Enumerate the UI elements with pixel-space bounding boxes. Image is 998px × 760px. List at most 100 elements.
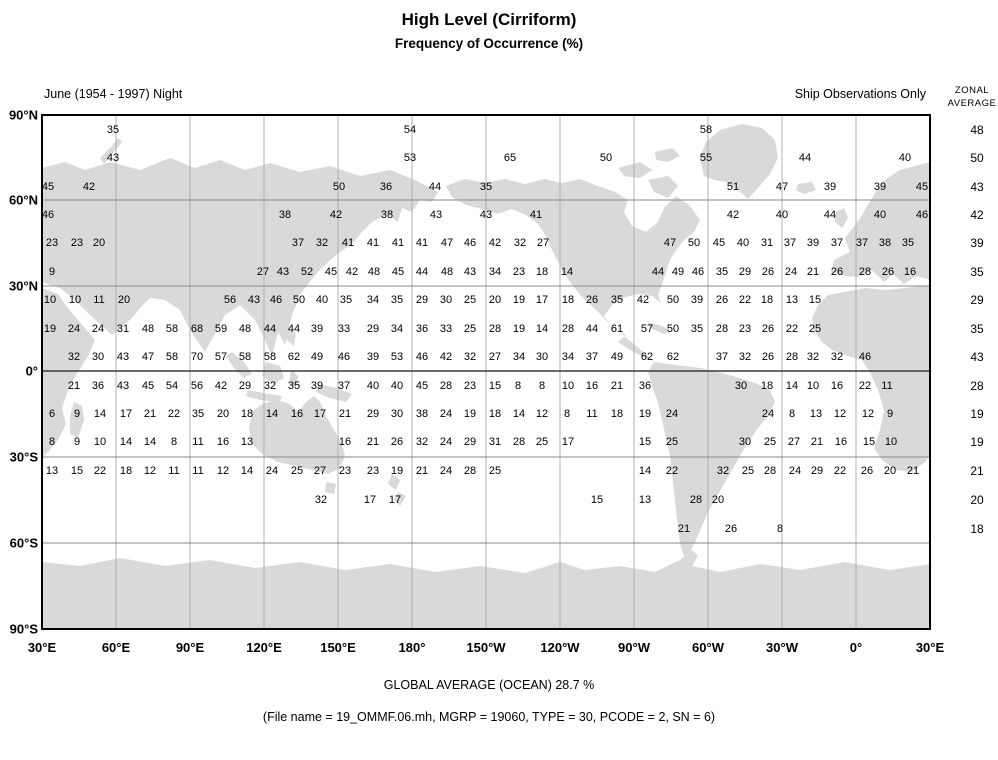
cell-value-35N: 26: [881, 266, 895, 278]
cell-value-25N: 18: [561, 294, 575, 306]
cell-value-5S: 21: [67, 380, 81, 392]
cell-value-35S: 11: [168, 465, 180, 477]
cell-value-25N: 13: [785, 294, 799, 306]
x-tick-label: 30°W: [766, 640, 798, 655]
cell-value-25S: 11: [192, 436, 204, 448]
y-tick-label: 60°S: [9, 535, 38, 551]
plot-border: [41, 114, 931, 630]
cell-value-15S: 29: [366, 408, 380, 420]
cell-value-15S: 8: [563, 408, 571, 420]
continent-africa-west: [812, 285, 930, 472]
cell-value-5N: 34: [561, 351, 575, 363]
cell-value-35N: 26: [761, 266, 775, 278]
chart-subtitle: Frequency of Occurrence (%): [394, 36, 584, 51]
cell-value-5N: 46: [415, 351, 429, 363]
cell-value-35S: 15: [70, 465, 84, 477]
cell-value-75N: 65: [503, 152, 517, 164]
chart-title: High Level (Cirriform): [401, 10, 577, 29]
x-tick-label: 180°: [398, 640, 426, 655]
zonal-average-value-25S: 19: [970, 435, 984, 449]
cell-value-35S: 22: [665, 465, 679, 477]
cell-value-35S: 24: [439, 465, 453, 477]
cell-value-35N: 45: [324, 266, 338, 278]
island-britain: [835, 208, 848, 228]
cell-value-25S: 14: [119, 436, 133, 448]
x-tick-label: 90°E: [175, 640, 205, 655]
cell-value-5N: 62: [666, 351, 680, 363]
cell-value-45S: 15: [590, 494, 604, 506]
cell-value-45N: 37: [291, 237, 305, 249]
islands-southeast-asia: [226, 328, 352, 402]
island-madagascar: [70, 402, 84, 438]
x-tick-label: 30°E: [27, 640, 57, 655]
cell-value-5S: 32: [263, 380, 277, 392]
cell-value-5S: 22: [858, 380, 872, 392]
cell-value-35S: 14: [638, 465, 652, 477]
cell-value-55N: 40: [873, 209, 887, 221]
zonal-average-value-85N: 48: [970, 123, 984, 137]
cell-value-25S: 10: [884, 436, 898, 448]
cell-value-25S: 9: [73, 436, 81, 448]
cell-value-25S: 14: [143, 436, 157, 448]
cell-value-25N: 26: [715, 294, 729, 306]
cell-value-25S: 25: [763, 436, 777, 448]
x-tick-label: 90°W: [618, 640, 650, 655]
cell-value-35N: 43: [276, 266, 290, 278]
continent-eurasia: [42, 158, 438, 356]
cell-value-35S: 27: [313, 465, 327, 477]
cell-value-25N: 30: [439, 294, 453, 306]
cell-value-45N: 41: [341, 237, 355, 249]
zonal-average-value-25N: 29: [970, 293, 984, 307]
cell-value-25N: 10: [43, 294, 57, 306]
cell-value-45N: 41: [366, 237, 380, 249]
cell-value-15S: 12: [833, 408, 847, 420]
cell-value-35N: 29: [738, 266, 752, 278]
y-tick-label: 90°N: [8, 107, 38, 123]
cell-value-5S: 43: [116, 380, 130, 392]
cell-value-15N: 19: [512, 323, 526, 335]
x-tick-label: 120°W: [540, 640, 580, 655]
cell-value-5S: 35: [287, 380, 301, 392]
cell-value-55N: 38: [278, 209, 292, 221]
zonal-average-header: ZONAL AVERAGE: [946, 84, 998, 110]
cell-value-15N: 36: [415, 323, 429, 335]
cell-value-15N: 33: [439, 323, 453, 335]
cell-value-15S: 14: [265, 408, 279, 420]
cell-value-45N: 46: [463, 237, 477, 249]
cell-value-15N: 68: [190, 323, 204, 335]
cell-value-35S: 24: [788, 465, 802, 477]
cell-value-55N: 46: [915, 209, 929, 221]
cell-value-15N: 61: [610, 323, 624, 335]
cell-value-15N: 24: [91, 323, 105, 335]
continent-south-america: [648, 362, 775, 556]
cell-value-35S: 12: [143, 465, 157, 477]
cell-value-15N: 59: [214, 323, 228, 335]
cell-value-45N: 41: [391, 237, 405, 249]
cell-value-65N: 35: [479, 181, 493, 193]
cell-value-45N: 35: [901, 237, 915, 249]
cell-value-25S: 16: [834, 436, 848, 448]
cell-value-15N: 39: [310, 323, 324, 335]
cell-value-15S: 20: [216, 408, 230, 420]
cell-value-35N: 28: [858, 266, 872, 278]
cell-value-15S: 19: [463, 408, 477, 420]
cell-value-35S: 12: [216, 465, 230, 477]
cell-value-75N: 44: [798, 152, 812, 164]
cell-value-5N: 62: [287, 351, 301, 363]
cell-value-35S: 32: [716, 465, 730, 477]
cell-value-35N: 52: [300, 266, 314, 278]
x-tick-label: 60°W: [692, 640, 724, 655]
cell-value-15S: 13: [809, 408, 823, 420]
cell-value-25N: 39: [690, 294, 704, 306]
cell-value-25S: 29: [463, 436, 477, 448]
cell-value-15S: 8: [788, 408, 796, 420]
cell-value-35S: 25: [488, 465, 502, 477]
cell-value-5S: 42: [214, 380, 228, 392]
cell-value-5N: 39: [366, 351, 380, 363]
cell-value-25N: 43: [247, 294, 261, 306]
cell-value-35N: 21: [806, 266, 820, 278]
islands-japan: [304, 212, 337, 278]
cell-value-25S: 25: [535, 436, 549, 448]
y-tick-label: 30°N: [8, 278, 38, 294]
cell-value-25N: 11: [93, 294, 105, 306]
